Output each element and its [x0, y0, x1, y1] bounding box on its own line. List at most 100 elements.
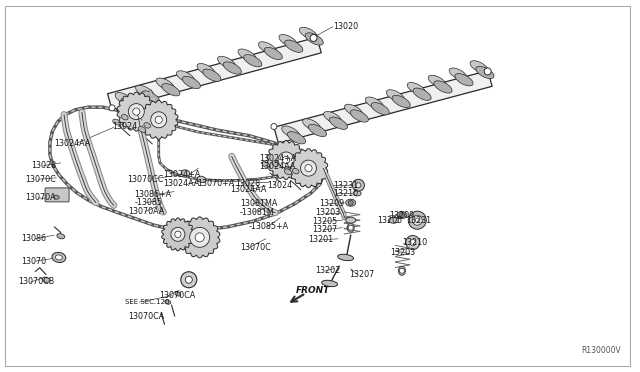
Text: R130000V: R130000V — [581, 346, 621, 355]
Ellipse shape — [162, 84, 180, 96]
Ellipse shape — [272, 161, 278, 166]
Circle shape — [353, 179, 364, 191]
Ellipse shape — [330, 117, 348, 129]
Text: 13070CC: 13070CC — [127, 175, 163, 184]
Text: -13081M: -13081M — [240, 208, 275, 217]
Ellipse shape — [388, 217, 399, 223]
Circle shape — [406, 235, 420, 250]
Text: 13070CA: 13070CA — [159, 291, 195, 300]
Text: 13081MA: 13081MA — [240, 199, 277, 208]
Ellipse shape — [182, 76, 200, 89]
Ellipse shape — [322, 280, 337, 287]
Polygon shape — [140, 100, 178, 139]
Ellipse shape — [279, 35, 297, 47]
Text: 13086+A: 13086+A — [134, 190, 172, 199]
Ellipse shape — [203, 69, 221, 81]
Ellipse shape — [57, 234, 65, 239]
Ellipse shape — [113, 119, 120, 125]
Circle shape — [310, 35, 317, 41]
Text: 13203: 13203 — [315, 208, 340, 217]
Ellipse shape — [56, 255, 62, 260]
Ellipse shape — [262, 161, 269, 167]
Text: 13209: 13209 — [319, 199, 344, 208]
Circle shape — [195, 233, 204, 242]
Circle shape — [278, 152, 294, 168]
Ellipse shape — [449, 68, 467, 80]
Ellipse shape — [303, 119, 321, 131]
Circle shape — [189, 227, 210, 247]
Ellipse shape — [346, 199, 356, 206]
Text: 13231: 13231 — [406, 216, 431, 225]
Text: 13201: 13201 — [308, 235, 333, 244]
Circle shape — [132, 108, 140, 115]
Circle shape — [305, 164, 312, 172]
Circle shape — [412, 215, 422, 225]
Text: -13085+A: -13085+A — [248, 222, 289, 231]
Text: 13024+A: 13024+A — [163, 170, 200, 179]
Ellipse shape — [53, 195, 60, 199]
Ellipse shape — [407, 83, 426, 95]
Ellipse shape — [264, 47, 282, 60]
Text: 13210: 13210 — [333, 189, 358, 198]
Circle shape — [348, 200, 353, 205]
Ellipse shape — [223, 62, 241, 74]
Ellipse shape — [122, 115, 128, 120]
FancyBboxPatch shape — [45, 188, 69, 202]
Ellipse shape — [292, 169, 299, 174]
Circle shape — [271, 124, 277, 129]
Circle shape — [410, 240, 416, 246]
Ellipse shape — [300, 27, 317, 39]
Circle shape — [175, 231, 181, 237]
Ellipse shape — [138, 126, 146, 132]
Ellipse shape — [371, 103, 389, 115]
Ellipse shape — [387, 90, 404, 102]
Ellipse shape — [350, 110, 369, 122]
Ellipse shape — [284, 169, 292, 175]
Ellipse shape — [338, 254, 353, 261]
Ellipse shape — [285, 40, 303, 52]
Polygon shape — [108, 37, 321, 110]
Text: 13210: 13210 — [402, 238, 427, 247]
Circle shape — [484, 68, 491, 75]
Text: 13231: 13231 — [333, 181, 358, 190]
Text: 13070CA: 13070CA — [128, 312, 164, 321]
Ellipse shape — [42, 277, 50, 282]
Text: 13070A: 13070A — [26, 193, 56, 202]
Polygon shape — [289, 149, 328, 187]
Text: SEE SEC.120: SEE SEC.120 — [125, 299, 170, 305]
Text: -13085: -13085 — [134, 198, 163, 207]
Ellipse shape — [392, 95, 410, 108]
Circle shape — [181, 272, 197, 288]
Ellipse shape — [353, 191, 361, 196]
Ellipse shape — [397, 212, 407, 218]
Ellipse shape — [348, 223, 354, 232]
Ellipse shape — [175, 292, 181, 296]
Ellipse shape — [470, 61, 488, 73]
Polygon shape — [274, 71, 492, 143]
Ellipse shape — [177, 71, 195, 83]
Ellipse shape — [121, 98, 139, 110]
Ellipse shape — [181, 170, 190, 176]
Text: 13070+A: 13070+A — [197, 179, 234, 188]
Text: 13024AA: 13024AA — [54, 139, 91, 148]
Ellipse shape — [156, 78, 174, 90]
Ellipse shape — [141, 91, 159, 103]
Text: 13028: 13028 — [236, 179, 260, 188]
Ellipse shape — [259, 42, 276, 54]
Ellipse shape — [197, 64, 215, 76]
Ellipse shape — [287, 132, 306, 144]
Text: 13205: 13205 — [378, 216, 403, 225]
Text: 13070: 13070 — [21, 257, 46, 266]
Text: 13086: 13086 — [21, 234, 46, 243]
Ellipse shape — [455, 74, 473, 86]
Text: 13024: 13024 — [268, 181, 292, 190]
Ellipse shape — [197, 176, 206, 182]
Text: 13070AA: 13070AA — [128, 207, 164, 216]
Ellipse shape — [305, 33, 323, 45]
Circle shape — [186, 276, 192, 283]
Text: 13070CB: 13070CB — [18, 278, 54, 286]
Ellipse shape — [344, 104, 363, 116]
Text: 13020: 13020 — [333, 22, 358, 31]
Ellipse shape — [324, 112, 342, 124]
Text: 13203: 13203 — [390, 248, 415, 257]
